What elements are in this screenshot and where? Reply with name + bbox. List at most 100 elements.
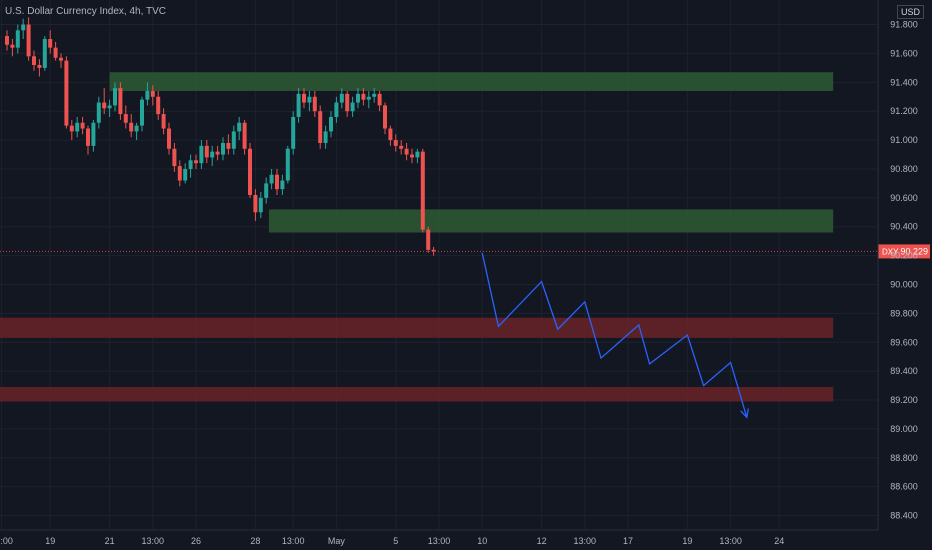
y-tick-label: 90.600 xyxy=(890,193,918,203)
y-tick-label: 91.600 xyxy=(890,48,918,58)
candle-body xyxy=(188,160,193,169)
candle-body xyxy=(32,56,36,65)
candle-body xyxy=(410,154,414,158)
candle-body xyxy=(37,64,42,68)
candle-body xyxy=(210,151,215,158)
candle-body xyxy=(404,148,409,155)
candle-body xyxy=(231,131,236,149)
candle-body xyxy=(183,168,188,181)
resistance-zone xyxy=(268,209,834,233)
x-tick-label: 10 xyxy=(477,536,487,546)
candle-body xyxy=(264,183,269,198)
x-tick-label: 26 xyxy=(191,536,201,546)
candle-body xyxy=(350,102,355,112)
candle-body xyxy=(426,229,431,250)
y-tick-label: 88.800 xyxy=(890,453,918,463)
price-axis[interactable]: 91.800 91.600 91.400 91.200 91.000 90.800 90.6… xyxy=(877,0,918,530)
candle-body xyxy=(302,93,306,103)
candle-body xyxy=(312,96,317,112)
candle-body xyxy=(156,96,161,115)
candle-body xyxy=(334,102,339,117)
candle-body xyxy=(296,93,301,117)
y-tick-label: 90.200 xyxy=(890,251,918,261)
candle-body xyxy=(291,116,296,149)
candle-body xyxy=(329,116,333,132)
y-tick-label: 89.200 xyxy=(890,395,918,405)
candle-body xyxy=(420,151,425,230)
candle-body xyxy=(102,102,107,109)
candle-body xyxy=(226,142,231,149)
y-tick-label: 91.000 xyxy=(890,135,918,145)
candle-body xyxy=(140,99,144,126)
y-tick-label: 90.000 xyxy=(890,279,918,289)
candle-body xyxy=(113,88,117,106)
x-tick-label: 5 xyxy=(393,536,398,546)
y-tick-label: 90.400 xyxy=(890,222,918,232)
candle-body xyxy=(372,93,377,97)
candle-body xyxy=(377,93,382,106)
candle-body xyxy=(242,122,247,149)
x-tick-label: 21 xyxy=(105,536,115,546)
candle-body xyxy=(48,38,53,48)
candle-body xyxy=(345,93,350,112)
candle-body xyxy=(280,180,285,190)
candle-body xyxy=(258,197,263,213)
x-tick-label: 12 xyxy=(537,536,547,546)
symbol-label: DXY xyxy=(882,247,899,256)
candle-body xyxy=(248,148,252,195)
candle-body xyxy=(53,47,58,58)
candle-body xyxy=(123,114,128,123)
y-tick-label: 91.200 xyxy=(890,106,918,116)
candle-body xyxy=(134,125,139,132)
candles-layer xyxy=(5,17,436,256)
candle-body xyxy=(393,140,398,146)
y-tick-label: 89.400 xyxy=(890,366,918,376)
x-tick-label: 13:00 xyxy=(428,536,451,546)
y-tick-label: 89.000 xyxy=(890,424,918,434)
candle-body xyxy=(356,93,360,103)
support-zone xyxy=(0,317,834,338)
candle-body xyxy=(275,174,279,190)
y-tick-label: 88.600 xyxy=(890,482,918,492)
candle-body xyxy=(177,166,182,181)
candle-body xyxy=(167,128,171,149)
x-tick-label: 13:00 xyxy=(0,536,13,546)
candle-body xyxy=(91,122,96,146)
candle-body xyxy=(15,30,20,48)
candle-body xyxy=(285,148,290,181)
candle-body xyxy=(431,249,436,252)
candle-body xyxy=(318,111,323,143)
y-tick-label: 91.400 xyxy=(890,77,918,87)
candle-body xyxy=(383,105,387,129)
y-tick-label: 89.600 xyxy=(890,337,918,347)
y-tick-label: 88.400 xyxy=(890,511,918,521)
candle-body xyxy=(339,93,344,103)
x-tick-label: 17 xyxy=(623,536,633,546)
candle-body xyxy=(118,88,123,115)
candle-body xyxy=(399,145,404,149)
y-tick-label: 89.800 xyxy=(890,308,918,318)
zones-layer xyxy=(0,72,834,402)
time-axis[interactable]: 13:00 19 21 13:00 26 28 13:00 May 5 13:00 10 12 13:0… xyxy=(0,529,878,546)
x-tick-label: 28 xyxy=(250,536,260,546)
candle-body xyxy=(194,160,198,164)
projection-path xyxy=(481,252,750,419)
candle-body xyxy=(269,174,274,184)
x-tick-label: 19 xyxy=(45,536,55,546)
candle-body xyxy=(145,90,150,100)
candle-body xyxy=(64,60,69,126)
candle-body xyxy=(253,194,258,213)
candle-body xyxy=(59,57,63,61)
projection-arrowhead xyxy=(740,408,750,419)
x-tick-label: 13:00 xyxy=(574,536,597,546)
support-zone xyxy=(0,387,834,402)
candle-body xyxy=(96,102,101,123)
candle-body xyxy=(80,122,85,129)
candle-body xyxy=(5,36,9,45)
currency-button[interactable]: USD xyxy=(896,5,924,19)
y-tick-label: 91.800 xyxy=(890,20,918,30)
x-tick-label: 19 xyxy=(682,536,692,546)
candle-body xyxy=(361,93,366,100)
